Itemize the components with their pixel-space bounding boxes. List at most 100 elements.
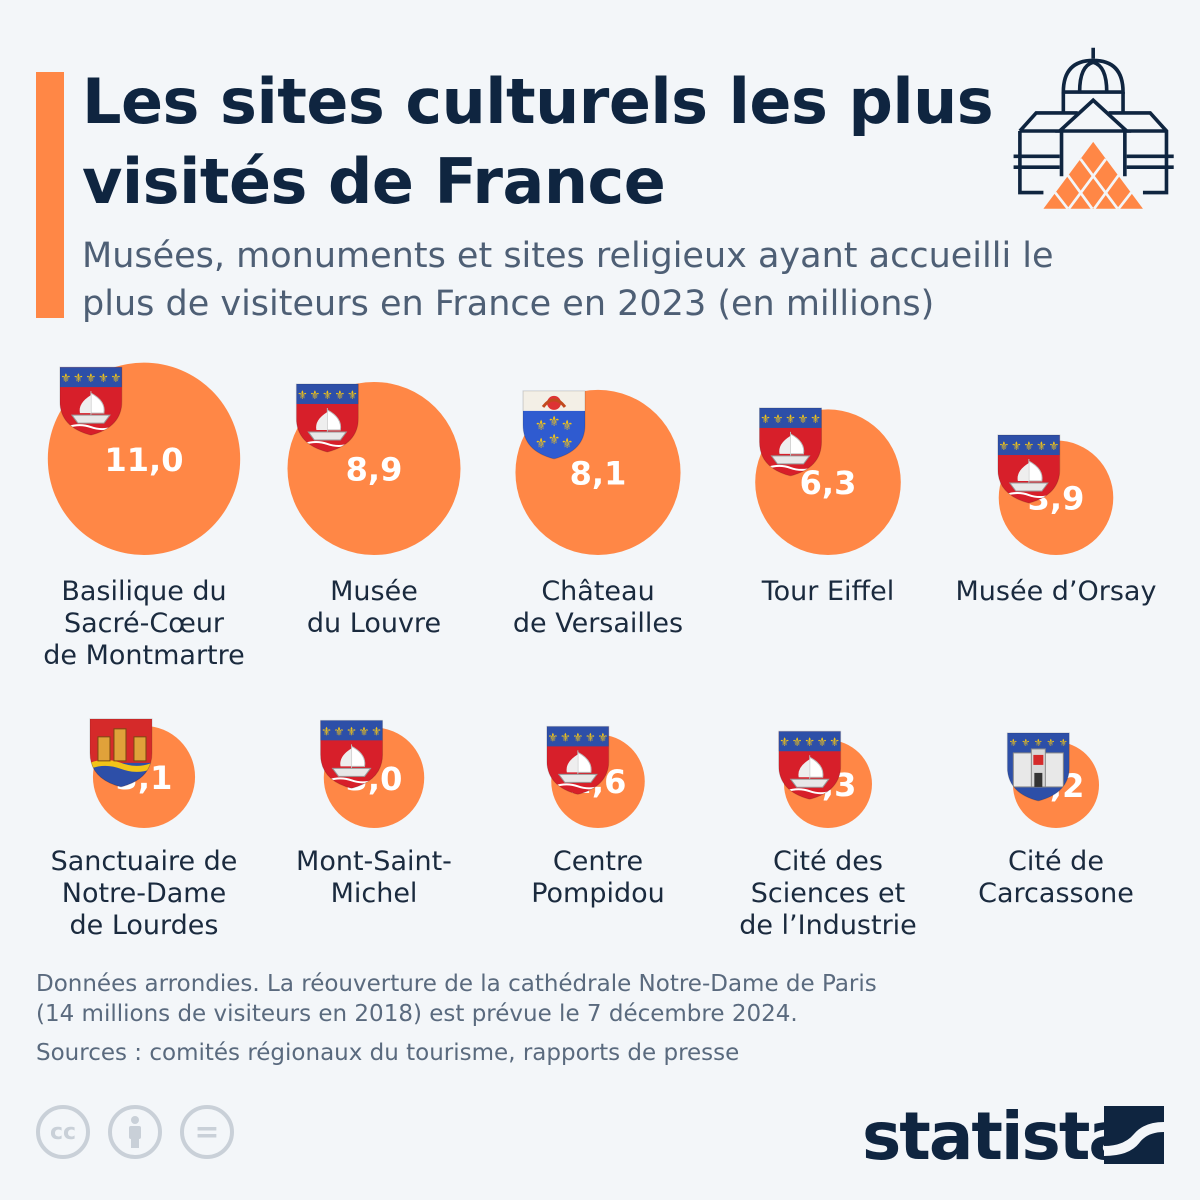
svg-text:⚜: ⚜ bbox=[334, 388, 345, 402]
category-label: de Lourdes bbox=[70, 910, 219, 941]
svg-text:⚜: ⚜ bbox=[334, 724, 345, 738]
paris-crest-icon: ⚜ ⚜ ⚜ ⚜ ⚜ bbox=[295, 383, 359, 453]
versailles-crest-icon: ⚜ ⚜⚜⚜⚜ ⚜ bbox=[522, 390, 586, 460]
value-label: 8,9 bbox=[346, 450, 403, 488]
category-label: de Montmartre bbox=[43, 640, 245, 671]
svg-text:⚜: ⚜ bbox=[773, 412, 784, 426]
svg-text:⚜: ⚜ bbox=[1021, 738, 1030, 749]
page-subtitle: Musées, monuments et sites religieux aya… bbox=[82, 236, 1054, 324]
svg-text:⚜: ⚜ bbox=[585, 730, 596, 744]
svg-text:⚜: ⚜ bbox=[1034, 738, 1043, 749]
category-label: Musée d’Orsay bbox=[956, 576, 1157, 607]
svg-text:⚜: ⚜ bbox=[829, 735, 840, 749]
svg-text:⚜: ⚜ bbox=[309, 388, 320, 402]
svg-text:⚜: ⚜ bbox=[779, 735, 790, 749]
svg-text:⚜: ⚜ bbox=[547, 730, 558, 744]
svg-text:⚜: ⚜ bbox=[561, 418, 574, 434]
svg-text:⚜: ⚜ bbox=[1048, 439, 1059, 453]
svg-text:⚜: ⚜ bbox=[111, 371, 122, 385]
value-label: 11,0 bbox=[105, 441, 184, 479]
svg-text:⚜: ⚜ bbox=[760, 412, 771, 426]
category-label: Château bbox=[541, 576, 654, 607]
louvre-pyramid-icon bbox=[1013, 47, 1174, 210]
attribution-icon[interactable] bbox=[108, 1105, 162, 1159]
svg-text:⚜: ⚜ bbox=[535, 418, 548, 434]
no-derivatives-icon[interactable]: = bbox=[180, 1105, 234, 1159]
svg-text:⚜: ⚜ bbox=[1023, 439, 1034, 453]
category-label: Cité de bbox=[1008, 846, 1104, 877]
statista-logo-mark-icon bbox=[1104, 1106, 1164, 1164]
svg-text:⚜: ⚜ bbox=[98, 371, 109, 385]
category-label: Sanctuaire de bbox=[51, 846, 238, 877]
footnote-line1: Données arrondies. La réouverture de la … bbox=[36, 971, 877, 997]
paris-crest-icon: ⚜ ⚜ ⚜ ⚜ ⚜ bbox=[59, 366, 123, 436]
svg-text:⚜: ⚜ bbox=[561, 436, 574, 452]
svg-text:⚜: ⚜ bbox=[1036, 439, 1047, 453]
category-label: Notre-Dame bbox=[62, 878, 226, 909]
svg-text:⚜: ⚜ bbox=[61, 371, 72, 385]
svg-text:⚜: ⚜ bbox=[346, 724, 357, 738]
value-label: 8,1 bbox=[570, 454, 627, 492]
svg-text:⚜: ⚜ bbox=[597, 730, 608, 744]
category-label: Musée bbox=[330, 576, 418, 607]
bubble-item: 3,9⚜ ⚜ ⚜ ⚜ ⚜Musée d’Orsay bbox=[956, 434, 1157, 607]
bubble-item: 3,0⚜ ⚜ ⚜ ⚜ ⚜Mont-Saint-Michel bbox=[296, 719, 452, 909]
svg-text:⚜: ⚜ bbox=[1059, 738, 1068, 749]
svg-text:⚜: ⚜ bbox=[548, 432, 561, 448]
svg-text:⚜: ⚜ bbox=[1009, 738, 1018, 749]
statista-logo[interactable]: statista bbox=[862, 1098, 1133, 1175]
category-label: Sacré-Cœur bbox=[64, 608, 225, 639]
paris-crest-icon: ⚜ ⚜ ⚜ ⚜ ⚜ bbox=[546, 725, 610, 795]
category-label: Cité des bbox=[773, 846, 883, 877]
svg-text:⚜: ⚜ bbox=[359, 724, 370, 738]
paris-crest-icon: ⚜ ⚜ ⚜ ⚜ ⚜ bbox=[320, 719, 384, 789]
category-label: Sciences et bbox=[751, 878, 906, 909]
paris-crest-icon: ⚜ ⚜ ⚜ ⚜ ⚜ bbox=[778, 730, 842, 800]
svg-text:⚜: ⚜ bbox=[792, 735, 803, 749]
value-label: 6,3 bbox=[800, 464, 857, 502]
sources: Sources : comités régionaux du tourisme,… bbox=[36, 1040, 740, 1066]
svg-text:⚜: ⚜ bbox=[322, 388, 333, 402]
paris-crest-icon: ⚜ ⚜ ⚜ ⚜ ⚜ bbox=[759, 407, 823, 477]
category-label: du Louvre bbox=[307, 608, 441, 639]
bubble-item: 6,3⚜ ⚜ ⚜ ⚜ ⚜Tour Eiffel bbox=[755, 407, 901, 607]
svg-text:⚜: ⚜ bbox=[297, 388, 308, 402]
svg-text:⚜: ⚜ bbox=[548, 414, 561, 430]
svg-text:⚜: ⚜ bbox=[560, 730, 571, 744]
svg-text:⚜: ⚜ bbox=[804, 735, 815, 749]
cc-license-icon[interactable]: cc bbox=[36, 1105, 90, 1159]
category-label: Centre bbox=[553, 846, 643, 877]
accent-bar bbox=[36, 72, 64, 318]
category-label: Carcassone bbox=[978, 878, 1134, 909]
carcassonne-crest-icon: ⚜ ⚜ ⚜ ⚜ ⚜ bbox=[1006, 732, 1070, 802]
footnote-line2: (14 millions de visiteurs en 2018) est p… bbox=[36, 1001, 798, 1027]
category-label: Mont-Saint- bbox=[296, 846, 452, 877]
svg-text:⚜: ⚜ bbox=[86, 371, 97, 385]
page-title: Les sites culturels les plus visités de … bbox=[82, 65, 994, 218]
svg-text:⚜: ⚜ bbox=[371, 724, 382, 738]
category-label: de l’Industrie bbox=[739, 910, 917, 941]
category-label: Pompidou bbox=[531, 878, 665, 909]
svg-text:⚜: ⚜ bbox=[535, 436, 548, 452]
svg-text:⚜: ⚜ bbox=[1046, 738, 1055, 749]
svg-text:⚜: ⚜ bbox=[572, 730, 583, 744]
svg-text:⚜: ⚜ bbox=[73, 371, 84, 385]
category-label: de Versailles bbox=[513, 608, 683, 639]
svg-text:⚜: ⚜ bbox=[810, 412, 821, 426]
svg-text:⚜: ⚜ bbox=[798, 412, 809, 426]
svg-text:⚜: ⚜ bbox=[998, 439, 1009, 453]
svg-text:⚜: ⚜ bbox=[1011, 439, 1022, 453]
category-label: Michel bbox=[331, 878, 418, 909]
svg-text:⚜: ⚜ bbox=[785, 412, 796, 426]
paris-crest-icon: ⚜ ⚜ ⚜ ⚜ ⚜ bbox=[997, 434, 1061, 504]
svg-text:⚜: ⚜ bbox=[817, 735, 828, 749]
category-label: Basilique du bbox=[61, 576, 226, 607]
category-label: Tour Eiffel bbox=[761, 576, 895, 607]
